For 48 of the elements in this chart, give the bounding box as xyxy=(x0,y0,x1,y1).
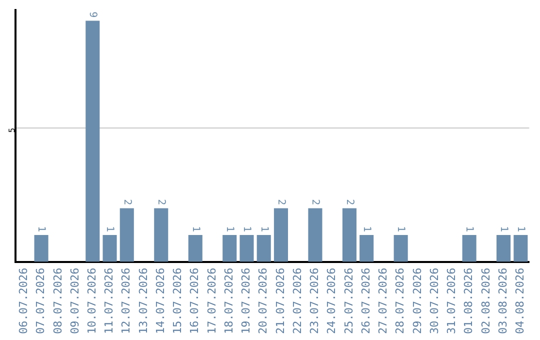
data-label: 2 xyxy=(121,199,132,206)
x-tick-label: 29.07.2026 xyxy=(410,268,424,334)
x-tick-label: 23.07.2026 xyxy=(308,268,322,334)
data-label: 1 xyxy=(258,226,270,232)
data-label: 1 xyxy=(360,226,372,232)
x-tick-label: 19.07.2026 xyxy=(240,268,253,334)
data-label: 2 xyxy=(275,199,286,206)
x-tick-label: 10.07.2026 xyxy=(86,268,99,334)
x-tick-label: 31.07.2026 xyxy=(445,268,458,334)
data-label: 1 xyxy=(395,226,406,232)
data-label: 1 xyxy=(36,226,47,232)
x-tick-label: 09.07.2026 xyxy=(68,268,82,334)
x-tick-label: 30.07.2026 xyxy=(428,268,441,334)
data-label: 1 xyxy=(224,226,236,232)
x-tick-label: 08.07.2026 xyxy=(51,268,64,334)
x-tick-label: 25.07.2026 xyxy=(342,268,356,334)
x-tick-label: 07.07.2026 xyxy=(34,268,48,334)
x-tick-label: 04.08.2026 xyxy=(514,268,527,334)
x-tick-label: 27.07.2026 xyxy=(376,268,390,334)
x-tick-label: 15.07.2026 xyxy=(171,268,184,334)
x-tick-label: 12.07.2026 xyxy=(120,268,133,334)
x-tick-label: 13.07.2026 xyxy=(136,268,150,334)
data-label: 2 xyxy=(344,199,355,206)
x-tick-label: 14.07.2026 xyxy=(154,268,167,334)
x-tick-label: 24.07.2026 xyxy=(325,268,338,334)
data-label: 9 xyxy=(87,12,98,18)
x-tick-label: 02.08.2026 xyxy=(479,268,492,334)
x-tick-label: 17.07.2026 xyxy=(205,268,218,334)
data-label: 2 xyxy=(156,199,167,206)
data-label: 2 xyxy=(310,199,321,206)
data-label: 1 xyxy=(498,226,509,232)
x-tick-label: 03.08.2026 xyxy=(496,268,510,334)
x-tick-label: 06.07.2026 xyxy=(17,268,30,334)
x-tick-label: 18.07.2026 xyxy=(222,268,236,334)
data-label: 1 xyxy=(241,226,252,232)
x-tick-label: 22.07.2026 xyxy=(290,268,304,334)
y-tick-label: 5 xyxy=(8,128,17,133)
x-tick-label: 20.07.2026 xyxy=(256,268,270,334)
x-tick-label: 26.07.2026 xyxy=(359,268,372,334)
data-label: 1 xyxy=(190,226,201,232)
data-label: 1 xyxy=(515,226,526,232)
data-label: 1 xyxy=(104,226,116,232)
data-label: 1 xyxy=(464,226,475,232)
x-tick-label: 21.07.2026 xyxy=(274,268,287,334)
x-tick-label: 01.08.2026 xyxy=(462,268,476,334)
x-tick-label: 28.07.2026 xyxy=(394,268,407,334)
x-tick-label: 16.07.2026 xyxy=(188,268,202,334)
x-tick-label: 11.07.2026 xyxy=(102,268,116,334)
